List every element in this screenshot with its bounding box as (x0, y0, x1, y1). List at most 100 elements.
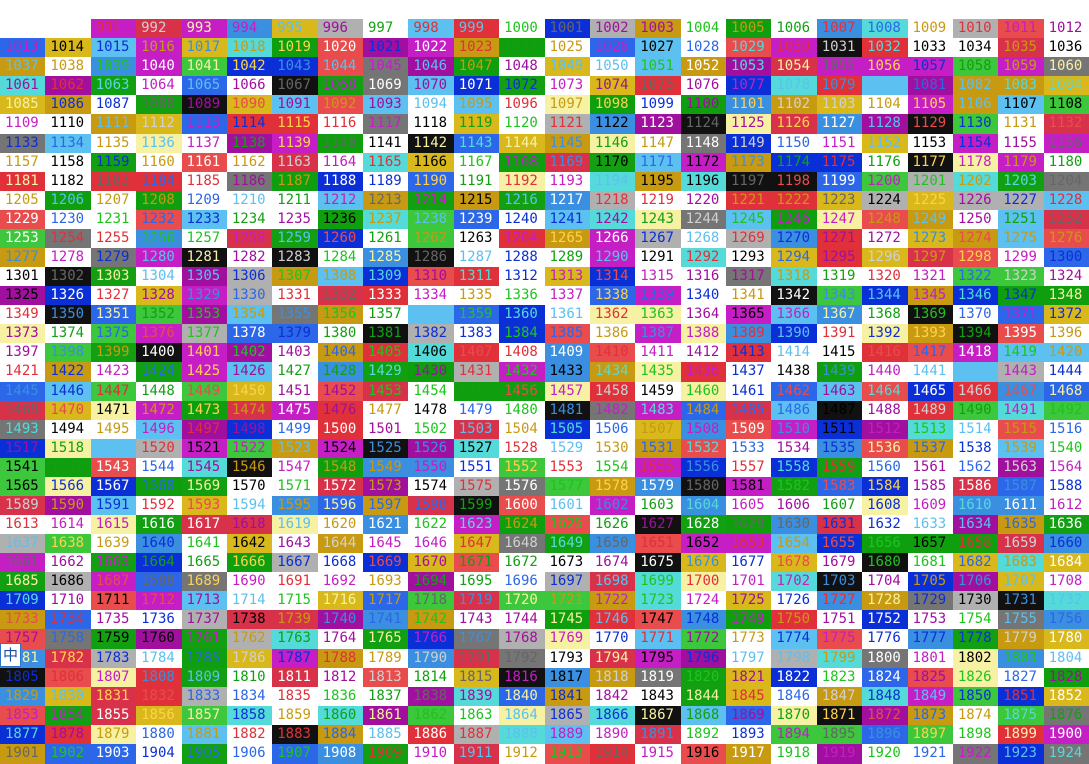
color-cell-1722: 1722 (589, 591, 636, 612)
color-cell-1729: 1729 (907, 591, 954, 612)
color-cell-1830: 1830 (45, 686, 92, 707)
color-cell-1687: 1687 (90, 572, 137, 593)
color-cell-1605: 1605 (726, 495, 772, 516)
color-cell-1234: 1234 (226, 209, 273, 230)
color-cell-1435: 1435 (635, 362, 682, 383)
color-cell-1792: 1792 (499, 648, 546, 669)
color-cell-1654: 1654 (771, 534, 818, 555)
color-cell-1628: 1628 (680, 515, 727, 536)
color-cell-1014: 1014 (45, 38, 92, 59)
color-cell-1513: 1513 (907, 419, 954, 440)
color-cell-1796: 1796 (680, 648, 727, 669)
color-cell-1227: 1227 (998, 190, 1045, 211)
color-cell-1197: 1197 (726, 171, 772, 192)
color-cell-1505: 1505 (544, 419, 591, 440)
color-cell-1535: 1535 (816, 438, 863, 459)
ime-indicator[interactable]: 中 (0, 643, 21, 667)
color-cell-1252: 1252 (1043, 209, 1089, 230)
color-cell-1783: 1783 (90, 648, 137, 669)
color-cell-1608: 1608 (862, 495, 909, 516)
color-cell-1520: 1520 (136, 438, 183, 459)
color-cell-1770: 1770 (589, 629, 636, 650)
color-cell-1594: 1594 (226, 495, 273, 516)
color-cell-1712: 1712 (136, 591, 183, 612)
color-cell-1635: 1635 (998, 515, 1045, 536)
color-cell-1862: 1862 (408, 705, 455, 726)
color-cell-1285: 1285 (363, 247, 409, 268)
color-cell-1481: 1481 (544, 400, 591, 421)
color-cell-1067: 1067 (272, 76, 319, 97)
color-cell-1881: 1881 (181, 724, 228, 745)
color-cell-1767: 1767 (453, 629, 500, 650)
color-cell-1638: 1638 (45, 534, 92, 555)
color-cell-1187: 1187 (272, 171, 319, 192)
color-cell-1273: 1273 (907, 228, 954, 249)
color-cell-1023: 1023 (453, 38, 500, 59)
color-cell-1181: 1181 (0, 171, 46, 192)
color-cell-1256: 1256 (136, 228, 183, 249)
color-cell-1438: 1438 (771, 362, 818, 383)
color-cell-1592: 1592 (136, 495, 183, 516)
color-cell-1075: 1075 (635, 76, 682, 97)
color-cell-1680: 1680 (862, 553, 909, 574)
color-cell-1684: 1684 (1043, 553, 1089, 574)
color-cell-1709: 1709 (0, 591, 46, 612)
color-cell-1243: 1243 (635, 209, 682, 230)
color-cell-1909: 1909 (363, 743, 409, 764)
color-cell-1602: 1602 (589, 495, 636, 516)
color-cell-997: 997 (363, 19, 409, 40)
color-cell-1279: 1279 (90, 247, 137, 268)
color-cell-1007: 1007 (816, 19, 863, 40)
color-cell-1653: 1653 (726, 534, 772, 555)
color-cell-1235: 1235 (272, 209, 319, 230)
color-cell-1823: 1823 (816, 667, 863, 688)
color-cell-1802: 1802 (952, 648, 999, 669)
color-cell-1155: 1155 (998, 133, 1045, 154)
color-cell-1436: 1436 (680, 362, 727, 383)
color-cell-1609: 1609 (907, 495, 954, 516)
color-cell-1112: 1112 (136, 114, 183, 135)
color-cell-1128: 1128 (862, 114, 909, 135)
color-cell-1424: 1424 (136, 362, 183, 383)
color-cell-1809: 1809 (181, 667, 228, 688)
color-cell-1258: 1258 (226, 228, 273, 249)
color-cell-1323: 1323 (998, 267, 1045, 288)
color-cell-1633: 1633 (907, 515, 954, 536)
color-cell-1455: 1455 (453, 381, 500, 402)
color-cell-1170: 1170 (589, 152, 636, 173)
color-cell-1510: 1510 (771, 419, 818, 440)
color-cell-1724: 1724 (680, 591, 727, 612)
color-cell-1616: 1616 (136, 515, 183, 536)
color-cell-1351: 1351 (90, 305, 137, 326)
color-cell-1728: 1728 (862, 591, 909, 612)
color-cell-1033: 1033 (907, 38, 954, 59)
color-cell-1282: 1282 (226, 247, 273, 268)
color-cell-1193: 1193 (544, 171, 591, 192)
color-cell-1695: 1695 (453, 572, 500, 593)
color-cell-1133: 1133 (0, 133, 46, 154)
color-cell-1844: 1844 (680, 686, 727, 707)
color-cell-1040: 1040 (136, 57, 183, 78)
color-cell-1723: 1723 (635, 591, 682, 612)
color-cell-991: 991 (90, 19, 137, 40)
color-cell-1412: 1412 (680, 343, 727, 364)
color-cell-1363: 1363 (635, 305, 682, 326)
color-cell-1637: 1637 (0, 534, 46, 555)
color-cell-1011: 1011 (998, 19, 1045, 40)
color-cell-1105: 1105 (907, 95, 954, 116)
color-cell-1405: 1405 (363, 343, 409, 364)
color-cell-1527: 1527 (453, 438, 500, 459)
color-cell-1590: 1590 (45, 495, 92, 516)
color-cell-1360: 1360 (499, 305, 546, 326)
color-cell-1846: 1846 (771, 686, 818, 707)
color-cell-1754: 1754 (952, 610, 999, 631)
color-cell-1898: 1898 (952, 724, 999, 745)
color-cell-1237: 1237 (363, 209, 409, 230)
color-cell-1714: 1714 (226, 591, 273, 612)
color-cell-1705: 1705 (907, 572, 954, 593)
color-cell-1145: 1145 (544, 133, 591, 154)
color-cell-1334: 1334 (408, 286, 455, 307)
color-cell-1224: 1224 (862, 190, 909, 211)
color-cell-1567: 1567 (90, 476, 137, 497)
color-cell-1832: 1832 (136, 686, 183, 707)
